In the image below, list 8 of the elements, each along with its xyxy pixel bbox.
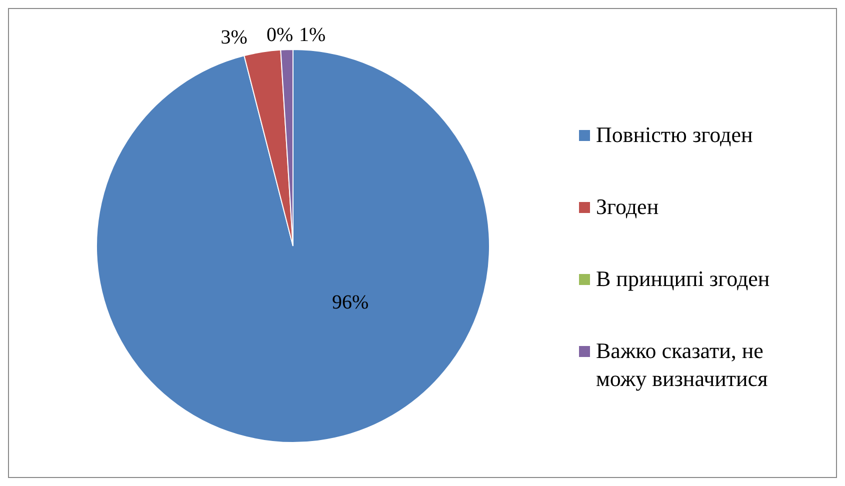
text: 0%	[266, 24, 294, 46]
data-label: 1%	[299, 24, 326, 46]
legend-label: Важко сказати, не можу визначитися	[596, 337, 769, 393]
legend-label: Повністю згоден	[596, 121, 753, 149]
legend-label: Згоден	[596, 193, 659, 221]
legend-label: В принципі згоден	[596, 265, 770, 293]
data-label: 3%	[220, 26, 248, 48]
data-label: 96%	[332, 292, 369, 314]
